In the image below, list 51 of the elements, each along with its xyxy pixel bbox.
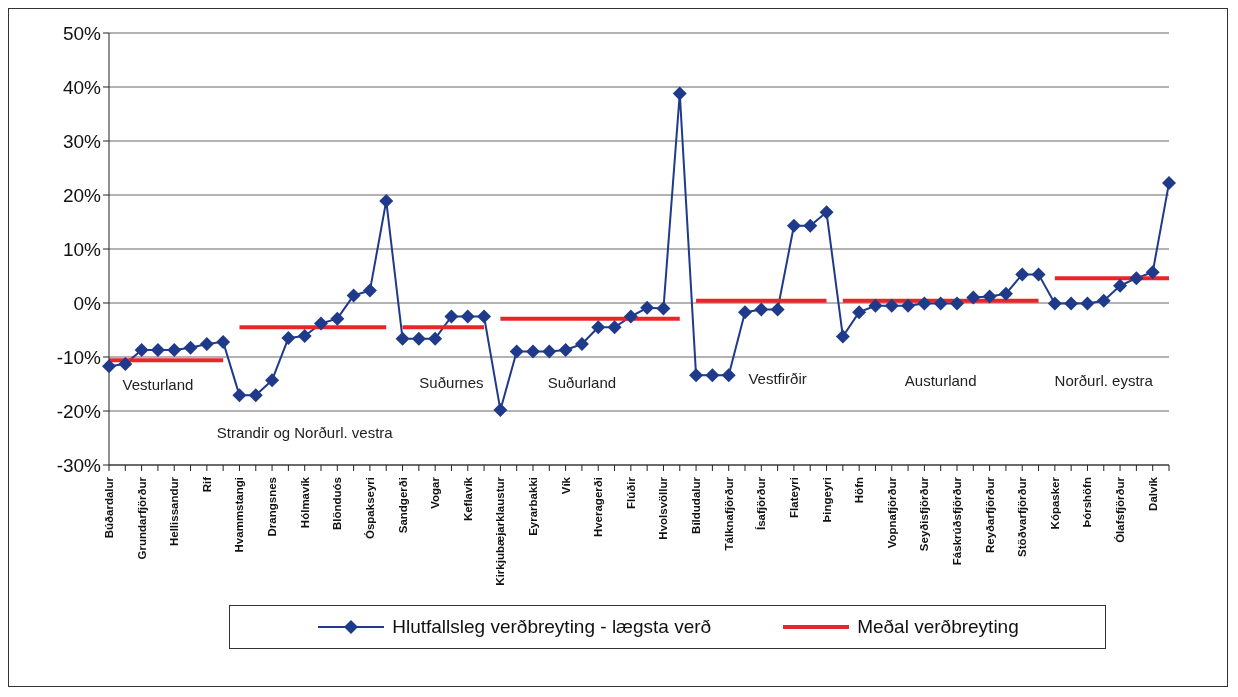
x-tick-label: Kirkjubæjarklaustur xyxy=(494,476,507,586)
x-tick-label: Þingeyri xyxy=(820,477,833,523)
x-tick-label: Þórshöfn xyxy=(1081,477,1094,528)
y-tick-label: 30% xyxy=(62,130,102,152)
x-tick-label: Vogar xyxy=(429,476,442,509)
x-tick-label: Flúðir xyxy=(624,476,637,509)
x-tick-label: Grundarfjörður xyxy=(135,476,148,560)
y-tick-label: 0% xyxy=(73,292,102,314)
x-tick-label: Fáskrúðsfjörður xyxy=(951,476,963,566)
x-tick-label: Sandgerði xyxy=(396,477,409,534)
legend-label: Meðal verðbreyting xyxy=(857,616,1019,638)
y-tick-label: -20% xyxy=(56,400,102,422)
annotation: Norðurl. eystra xyxy=(1054,371,1154,389)
x-tick-label: Keflavík xyxy=(461,476,474,522)
y-tick-label: 40% xyxy=(62,76,102,98)
x-tick-label: Hvolsvöllur xyxy=(657,476,670,540)
x-tick-label: Bíldudalur xyxy=(690,476,703,534)
x-tick-label: Vopnafjörður xyxy=(885,476,898,549)
legend-label: Hlutfallsleg verðbreyting - lægsta verð xyxy=(392,616,712,638)
annotation: Suðurnes xyxy=(419,373,484,391)
annotation: Vesturland xyxy=(122,376,194,394)
x-tick-label: Hveragerði xyxy=(592,477,605,538)
x-tick-label: Seyðisfjörður xyxy=(918,476,931,552)
y-tick-label: 50% xyxy=(62,22,102,44)
x-tick-label: Tálknafjörður xyxy=(722,476,735,551)
annotation: Vestfirðir xyxy=(748,369,807,387)
x-tick-label: Rif xyxy=(200,476,213,493)
x-tick-label: Vík xyxy=(559,476,572,495)
x-tick-label: Höfn xyxy=(853,477,866,504)
x-tick-label: Stöðvarfjörður xyxy=(1016,476,1029,557)
y-tick-label: -10% xyxy=(56,346,102,368)
x-tick-label: Kópasker xyxy=(1048,476,1061,530)
y-tick-label: 10% xyxy=(62,238,102,260)
x-tick-label: Dalvík xyxy=(1146,476,1159,511)
x-tick-label: Blönduós xyxy=(331,477,344,531)
y-tick-label: 20% xyxy=(62,184,102,206)
x-tick-label: Flateyri xyxy=(787,477,800,518)
x-tick-label: Ólafsfjörður xyxy=(1114,476,1127,543)
y-tick-label: -30% xyxy=(56,454,102,476)
annotation: Strandir og Norðurl. vestra xyxy=(216,423,394,441)
x-tick-label: Ísafjörður xyxy=(755,476,768,531)
x-tick-label: Búðardalur xyxy=(103,476,115,539)
x-tick-label: Drangsnes xyxy=(266,477,279,537)
x-tick-label: Reyðarfjörður xyxy=(983,476,996,554)
x-tick-label: Hellissandur xyxy=(168,476,181,547)
x-tick-label: Hvammstangi xyxy=(233,477,246,553)
annotation: Austurland xyxy=(904,371,977,389)
x-tick-label: Eyrarbakki xyxy=(527,477,539,536)
annotation: Suðurland xyxy=(547,373,617,391)
x-tick-label: Óspakseyri xyxy=(363,477,376,540)
x-tick-label: Hólmavík xyxy=(298,476,311,529)
